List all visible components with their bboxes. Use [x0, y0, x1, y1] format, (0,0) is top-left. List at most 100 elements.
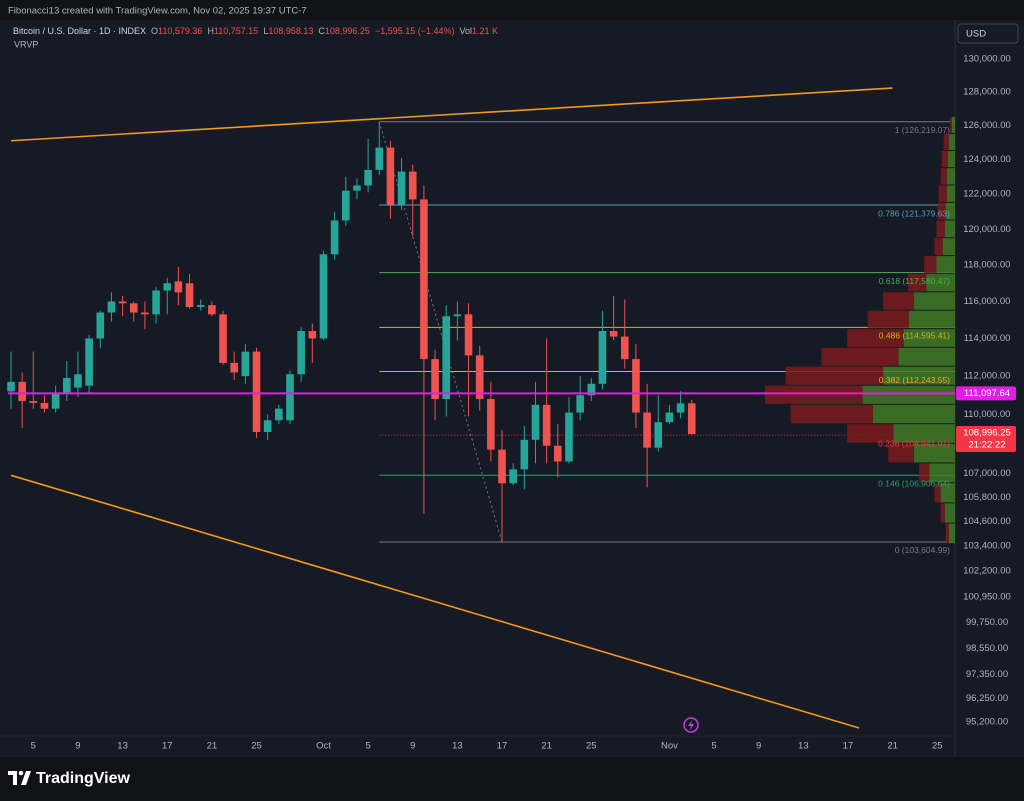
- candle-body: [51, 393, 60, 409]
- profile-down-bar: [943, 133, 949, 150]
- candle-body: [531, 404, 540, 440]
- profile-down-bar: [945, 523, 949, 544]
- last-price-box: [956, 426, 1016, 453]
- candle-body: [520, 439, 529, 470]
- profile-down-bar: [941, 150, 948, 168]
- y-tick-label: 105,800.00: [963, 492, 1011, 503]
- profile-down-bar: [934, 238, 943, 256]
- x-tick-label: 17: [162, 741, 173, 752]
- candle-body: [654, 422, 663, 448]
- y-tick-label: 118,000.00: [964, 260, 1011, 271]
- x-tick-label: 25: [932, 741, 943, 752]
- profile-down-bar: [847, 329, 904, 347]
- candle-body: [62, 378, 71, 394]
- profile-up-bar: [948, 133, 955, 150]
- currency-button[interactable]: [957, 23, 1019, 44]
- candle-body: [442, 316, 451, 400]
- candle-body: [498, 449, 506, 484]
- countdown-label: 21:22:22: [969, 440, 1006, 451]
- profile-down-bar: [940, 168, 947, 185]
- candle-body: [252, 351, 261, 432]
- candle-body: [408, 171, 417, 200]
- y-tick-label: 120,000.00: [963, 224, 1011, 235]
- profile-up-bar: [862, 385, 955, 404]
- candle-body: [509, 469, 517, 484]
- profile-down-bar: [934, 483, 941, 503]
- lightning-icon[interactable]: [683, 717, 699, 733]
- logo-mark: [8, 771, 17, 785]
- candle-body: [230, 362, 238, 373]
- y-tick-label: 124,000.00: [963, 154, 1011, 165]
- candle-body: [565, 412, 573, 462]
- trendline: [10, 87, 893, 142]
- candle-body: [219, 314, 227, 363]
- y-tick-label: 126,000.00: [963, 120, 1011, 131]
- profile-down-bar: [924, 256, 937, 274]
- y-tick-label: 112,000.00: [964, 371, 1011, 382]
- y-tick-label: 110,000.00: [964, 409, 1011, 420]
- profile-down-bar: [907, 274, 927, 292]
- profile-down-bar: [785, 366, 884, 385]
- candle-body: [297, 331, 305, 375]
- x-tick-label: 13: [117, 741, 128, 752]
- legend-key: O: [151, 26, 158, 36]
- legend-key: H: [207, 26, 214, 36]
- profile-down-bar: [888, 443, 914, 463]
- candle-body: [687, 403, 696, 435]
- candle-body: [208, 305, 216, 315]
- candle-body: [74, 374, 82, 388]
- candle-body: [364, 169, 372, 186]
- candle-body: [397, 171, 406, 205]
- profile-up-bar: [948, 523, 955, 544]
- candle-body: [96, 312, 105, 339]
- profile-up-bar: [913, 292, 955, 310]
- lightning-circle: [683, 717, 699, 733]
- profile-up-bar: [944, 220, 955, 238]
- fib-level-label: 1 (126,219.07): [895, 125, 950, 135]
- last-price-label: 108,996.25: [963, 428, 1011, 439]
- profile-up-bar: [926, 274, 955, 292]
- y-tick-label: 128,000.00: [963, 87, 1011, 98]
- candle-body: [141, 312, 149, 315]
- currency-label[interactable]: USD: [966, 29, 986, 40]
- candle-body: [163, 283, 172, 291]
- x-tick-label: 5: [365, 741, 370, 752]
- y-tick-label: 104,600.00: [963, 516, 1011, 527]
- candle-body: [275, 408, 283, 421]
- x-tick-label: 13: [798, 741, 809, 752]
- legend-key: Vol: [460, 26, 473, 36]
- profile-up-bar: [898, 347, 955, 366]
- candle-body: [431, 359, 439, 400]
- fib-level-label: 0 (103,604.99): [895, 545, 950, 555]
- candle-body: [665, 412, 674, 423]
- candle-body: [420, 199, 428, 360]
- profile-down-bar: [936, 220, 945, 238]
- profile-up-bar: [872, 404, 955, 424]
- candle-body: [632, 359, 640, 413]
- profile-down-bar: [847, 424, 894, 443]
- x-tick-label: 21: [207, 741, 218, 752]
- profile-up-bar: [940, 483, 955, 503]
- y-tick-label: 96,250.00: [966, 693, 1008, 704]
- candle-body: [308, 331, 317, 339]
- fib-level-label: 0.382 (112,243.55): [879, 375, 950, 385]
- fib-level-label: 0.618 (117,580.47): [879, 276, 950, 286]
- candle-body: [453, 314, 462, 317]
- profile-up-bar: [945, 202, 955, 220]
- candle-body: [107, 301, 116, 313]
- profile-up-bar: [908, 310, 955, 329]
- profile-up-bar: [929, 463, 955, 483]
- y-tick-label: 98,550.00: [966, 643, 1008, 654]
- profile-up-bar: [883, 366, 955, 385]
- profile-up-bar: [936, 256, 955, 274]
- profile-down-bar: [867, 310, 909, 329]
- x-tick-label: 9: [75, 741, 80, 752]
- legend-key: L: [263, 26, 268, 36]
- candle-body: [174, 281, 183, 293]
- candle-body: [620, 336, 629, 360]
- profile-down-bar: [765, 385, 863, 404]
- candle-body: [576, 395, 584, 413]
- profile-up-bar: [946, 185, 955, 202]
- profile-down-bar: [919, 463, 930, 483]
